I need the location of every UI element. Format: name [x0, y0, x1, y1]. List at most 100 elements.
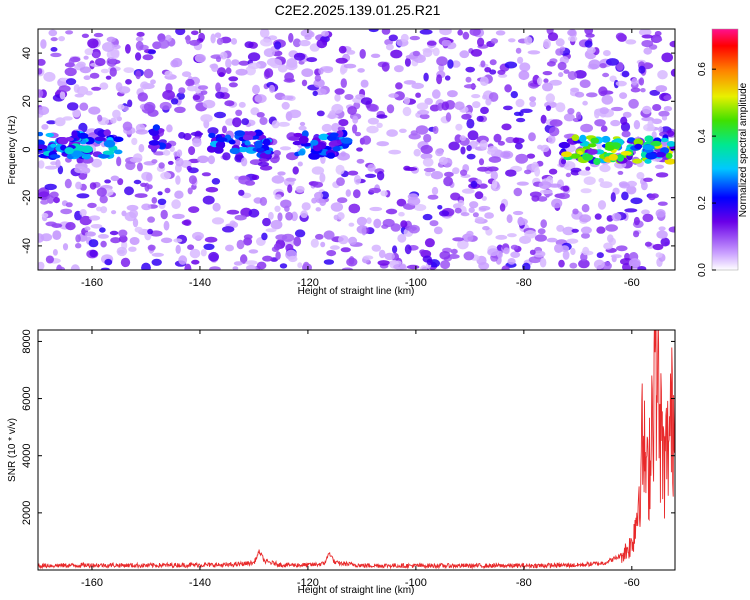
- noise-blob: [87, 202, 97, 209]
- noise-blob: [72, 108, 81, 118]
- noise-blob: [50, 37, 58, 42]
- x-tick-label: -100: [405, 277, 427, 289]
- noise-blob: [461, 113, 472, 120]
- noise-blob: [570, 167, 582, 173]
- noise-blob: [460, 212, 470, 217]
- noise-blob: [41, 124, 49, 130]
- noise-blob: [540, 219, 547, 229]
- noise-blob: [423, 133, 432, 143]
- noise-blob: [501, 123, 512, 131]
- noise-blob: [658, 226, 666, 231]
- noise-blob: [104, 179, 111, 184]
- noise-blob: [314, 191, 324, 200]
- noise-blob: [175, 244, 181, 254]
- noise-blob: [364, 173, 377, 178]
- noise-blob: [110, 117, 117, 124]
- noise-blob: [271, 175, 285, 184]
- colorbar-tick-label: 0.2: [697, 196, 708, 210]
- noise-blob: [243, 234, 253, 240]
- noise-blob: [543, 78, 549, 83]
- noise-blob: [388, 149, 402, 155]
- noise-blob: [131, 137, 138, 146]
- noise-blob: [617, 170, 624, 175]
- noise-blob: [76, 193, 90, 199]
- noise-blob: [474, 216, 485, 223]
- signal-blob: [620, 151, 632, 156]
- noise-blob: [489, 69, 497, 75]
- noise-blob: [403, 80, 416, 85]
- noise-blob: [528, 256, 542, 264]
- noise-blob: [669, 40, 675, 48]
- noise-blob: [472, 101, 481, 109]
- noise-blob: [319, 172, 326, 183]
- noise-blob: [454, 207, 462, 214]
- noise-blob: [281, 95, 294, 101]
- signal-blob: [632, 158, 643, 164]
- noise-blob: [52, 249, 58, 256]
- noise-blob: [315, 233, 324, 240]
- noise-blob: [175, 157, 184, 167]
- noise-blob: [277, 171, 286, 176]
- noise-blob: [188, 146, 196, 156]
- signal-blob: [634, 143, 643, 150]
- noise-blob: [176, 92, 185, 100]
- noise-blob: [187, 187, 193, 195]
- noise-blob: [160, 237, 173, 244]
- noise-blob: [578, 259, 590, 269]
- x-tick-label: -80: [516, 577, 532, 589]
- noise-blob: [457, 29, 464, 36]
- spectrogram-plot: [38, 29, 675, 270]
- noise-blob: [65, 30, 74, 35]
- noise-blob: [302, 261, 310, 270]
- noise-blob: [366, 125, 379, 134]
- noise-blob: [547, 32, 559, 41]
- noise-blob: [299, 121, 306, 127]
- y-tick-label: 2000: [21, 501, 33, 525]
- noise-blob: [482, 226, 490, 231]
- noise-blob: [311, 166, 325, 175]
- signal-blob: [590, 137, 600, 144]
- signal-blob: [38, 131, 44, 137]
- signal-blob: [152, 124, 160, 131]
- noise-blob: [584, 40, 593, 48]
- noise-blob: [513, 187, 523, 197]
- noise-blob: [219, 51, 228, 60]
- noise-blob: [628, 98, 639, 109]
- signal-blob: [256, 147, 264, 152]
- noise-blob: [376, 122, 383, 128]
- noise-blob: [273, 150, 281, 157]
- noise-blob: [455, 123, 463, 131]
- noise-blob: [504, 84, 512, 93]
- noise-blob: [128, 246, 137, 252]
- noise-blob: [75, 181, 82, 190]
- noise-blob: [419, 113, 430, 120]
- signal-blob: [64, 147, 74, 155]
- noise-blob: [381, 29, 391, 35]
- noise-blob: [65, 222, 76, 231]
- noise-blob: [539, 189, 553, 195]
- noise-blob: [515, 98, 525, 108]
- snr-plot: [38, 330, 675, 570]
- noise-blob: [657, 70, 668, 80]
- noise-blob: [100, 68, 109, 74]
- noise-blob: [100, 206, 108, 214]
- noise-blob: [277, 121, 290, 127]
- noise-blob: [430, 171, 444, 180]
- noise-blob: [597, 200, 607, 210]
- noise-blob: [173, 238, 183, 243]
- noise-blob: [516, 117, 526, 123]
- noise-blob: [638, 77, 645, 86]
- noise-blob: [214, 32, 222, 38]
- noise-blob: [353, 189, 361, 199]
- noise-blob: [215, 56, 222, 63]
- noise-blob: [422, 213, 433, 221]
- noise-blob: [186, 85, 198, 92]
- noise-blob: [527, 50, 541, 55]
- noise-blob: [147, 228, 154, 235]
- noise-blob: [191, 30, 199, 36]
- noise-blob: [238, 189, 245, 196]
- noise-blob: [301, 68, 314, 77]
- noise-blob: [429, 220, 439, 227]
- noise-blob: [57, 165, 64, 175]
- noise-blob: [280, 199, 292, 209]
